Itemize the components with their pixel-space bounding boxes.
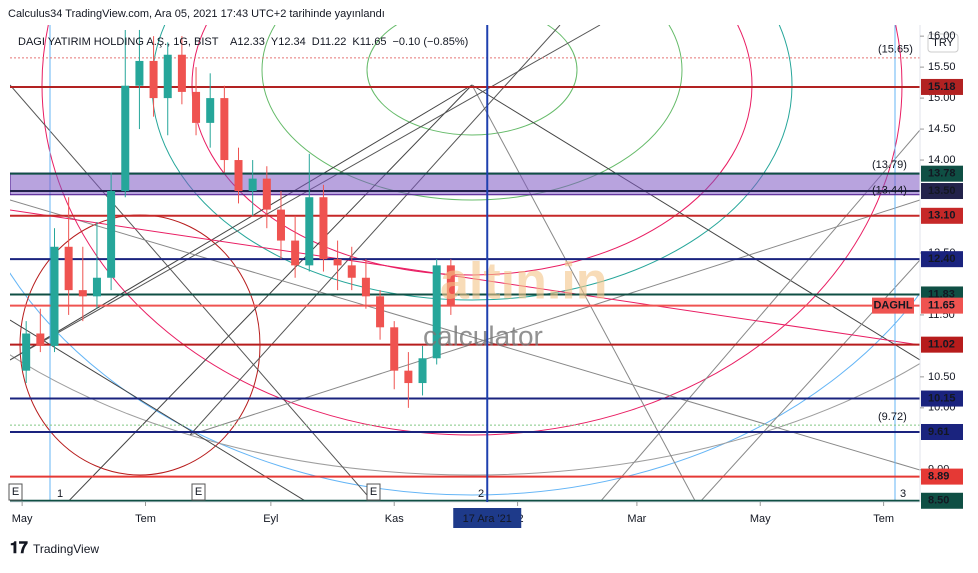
candle-body <box>36 333 45 346</box>
level-label: 15.18 <box>928 81 956 93</box>
x-tick-label: May <box>750 513 771 525</box>
level-box <box>921 390 963 407</box>
candle-body <box>206 98 215 123</box>
level-box <box>921 78 963 95</box>
x-tick-label: Mar <box>627 513 646 525</box>
candle-body <box>22 333 31 371</box>
candle-body <box>262 178 271 210</box>
candle-body <box>50 246 59 346</box>
level-label: 13.78 <box>928 168 956 180</box>
event-box <box>366 483 381 501</box>
band-label: (13.44) <box>872 185 907 197</box>
candle-body <box>376 296 385 328</box>
candle-body <box>78 290 87 297</box>
candle-body <box>418 358 427 384</box>
x-tick-label: Tem <box>873 513 894 525</box>
cycle-label: 2 <box>478 488 484 500</box>
x-tick-label: May <box>12 513 33 525</box>
footer: TradingView <box>33 542 99 556</box>
currency-box <box>927 33 959 53</box>
candle-body <box>163 54 172 99</box>
candle-body <box>333 259 342 266</box>
level-label: 11.02 <box>928 339 955 351</box>
y-tick-label: 15.00 <box>928 92 956 104</box>
candle-body <box>234 160 243 192</box>
candle-body <box>291 240 300 266</box>
level-label: 10.15 <box>928 392 956 404</box>
level-box <box>921 423 963 440</box>
y-tick-label: 10.50 <box>928 371 956 383</box>
candle-body <box>361 277 370 297</box>
level-box <box>921 207 963 224</box>
event-marker: E <box>370 486 377 498</box>
event-marker: E <box>12 486 19 498</box>
candle-body <box>135 60 144 86</box>
cycle-label: 1 <box>57 488 63 500</box>
candle-body <box>390 327 399 371</box>
candle-body <box>121 85 130 192</box>
candle-body <box>92 277 101 297</box>
level-box <box>921 251 963 268</box>
legend-value: −0.10 (−0.85%) <box>392 36 468 48</box>
watermark: altın.in <box>440 253 608 311</box>
candle-body <box>305 197 314 266</box>
level-label: 13.50 <box>928 185 956 197</box>
symbol-box <box>872 297 914 314</box>
candle-body <box>248 178 257 192</box>
legend-value: Y12.34 <box>271 36 306 48</box>
level-box <box>921 492 963 509</box>
annotation-label: (15.65) <box>878 44 913 56</box>
level-label: 11.83 <box>928 288 955 300</box>
tv-logo: 𝟏𝟕 <box>10 540 28 557</box>
level-label: 12.40 <box>928 253 956 265</box>
x-tick-label: Tem <box>135 513 156 525</box>
watermark: calculator <box>423 320 543 351</box>
y-tick-label: 14.00 <box>928 154 956 166</box>
event-box <box>8 483 23 501</box>
candle-body <box>432 265 441 359</box>
y-tick-label: 14.50 <box>928 123 956 135</box>
level-label: 9.61 <box>928 426 949 438</box>
candle-body <box>319 197 328 260</box>
y-tick-label: 15.50 <box>928 61 956 73</box>
crosshair-label: 17 Ara '21 <box>463 513 512 525</box>
cycle-label: 3 <box>900 488 906 500</box>
candle-body <box>404 370 413 384</box>
legend-value: A12.33 <box>230 36 265 48</box>
level-label: 13.10 <box>928 210 956 222</box>
currency: TRY <box>932 37 954 49</box>
event-box <box>191 483 206 501</box>
level-label: 8.50 <box>928 495 949 507</box>
y-tick-label: 16.00 <box>928 30 956 42</box>
band-label: (13.79) <box>872 159 907 171</box>
candle-body <box>107 191 116 278</box>
candle-body <box>64 246 73 291</box>
crosshair-box <box>453 508 522 528</box>
level-box <box>921 183 963 200</box>
level-box <box>921 165 963 182</box>
annotation-label: (9.72) <box>878 411 907 423</box>
event-marker: E <box>195 486 202 498</box>
candle-body <box>220 98 229 161</box>
level-box <box>921 297 963 314</box>
level-label: 8.89 <box>928 471 949 483</box>
x-tick-label: Eyl <box>263 513 278 525</box>
candle-body <box>149 60 158 99</box>
level-label: 11.65 <box>928 300 955 312</box>
candle-body <box>276 209 285 241</box>
candle-body <box>192 91 201 123</box>
legend-value: K11.65 <box>352 36 386 48</box>
candle-body <box>347 265 356 278</box>
legend-value: D11.22 <box>312 36 347 48</box>
candle-body <box>177 54 186 92</box>
symbol-title: DAGI YATIRIM HOLDING A.Ş., 1G, BIST <box>18 36 219 48</box>
symbol-label: DAGHL <box>873 300 912 312</box>
level-box <box>921 468 963 485</box>
x-tick-label: Kas <box>385 513 404 525</box>
level-box <box>921 336 963 353</box>
header: Calculus34 TradingView.com, Ara 05, 2021… <box>8 8 385 20</box>
candle-body <box>446 265 455 306</box>
